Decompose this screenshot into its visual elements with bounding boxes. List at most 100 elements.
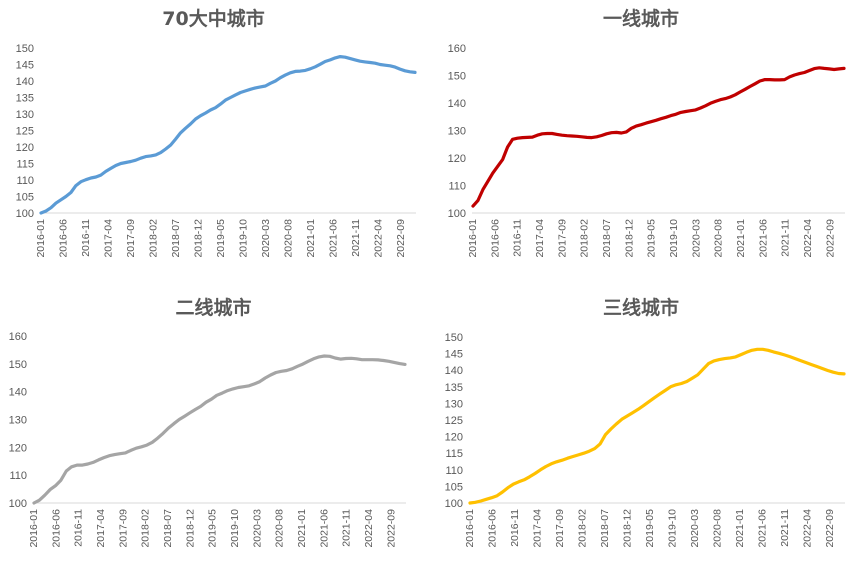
y-tick-label: 130 [9,415,27,427]
x-tick-label: 2020-03 [689,509,701,548]
y-tick-label: 135 [445,382,463,394]
x-tick-label: 2018-12 [193,219,205,258]
x-tick-label: 2018-12 [623,219,635,258]
y-tick-label: 105 [445,481,463,493]
x-tick-label: 2017-09 [554,509,566,548]
y-tick-label: 120 [9,442,27,454]
x-tick-label: 2016-06 [50,509,62,548]
x-tick-label: 2018-07 [162,509,174,548]
x-tick-label: 2022-04 [802,219,814,258]
x-tick-label: 2021-06 [328,219,340,258]
x-tick-label: 2021-06 [318,509,330,548]
x-tick-label: 2018-07 [601,219,613,258]
x-tick-label: 2022-04 [373,219,385,258]
y-tick-label: 150 [16,43,34,55]
x-tick-label: 2022-04 [363,509,375,548]
x-tick-label: 2017-04 [532,509,544,548]
x-tick-label: 2020-03 [251,509,263,548]
line-chart: 100 105 110 115 120 125 130 135 140 145 150 2016-01… [16,43,417,258]
chart-title: 三线城市 [602,297,679,319]
x-tick-label: 2016-01 [464,509,476,548]
chart-panel-tier3: 三线城市 100 105 110 115 120 125 130 135 140 145 150 20… [427,285,855,570]
x-tick-label: 2022-09 [824,509,836,548]
y-tick-label: 150 [448,71,466,83]
x-tick-label: 2020-08 [274,509,286,548]
y-tick-label: 150 [445,332,463,344]
x-tick-label: 2017-04 [95,509,107,548]
x-tick-label: 2019-05 [646,219,658,258]
y-tick-label: 125 [445,415,463,427]
x-tick-label: 2016-01 [28,509,40,548]
y-tick-label: 145 [16,60,34,72]
x-tick-label: 2017-04 [534,219,546,258]
x-tick-label: 2018-02 [579,219,591,258]
y-tick-label: 140 [9,387,27,399]
line-chart: 100 105 110 115 120 125 130 135 140 145 150 2016-01… [445,332,846,548]
y-tick-label: 130 [445,398,463,410]
chart-panel-tier1: 一线城市 100 110 120 130 140 150 160 2016-01 2016-06… [427,0,855,285]
y-tick-label: 120 [445,432,463,444]
y-tick-label: 120 [448,153,466,165]
y-tick-label: 125 [16,126,34,138]
y-tick-label: 115 [445,448,463,460]
y-tick-label: 130 [16,109,34,121]
x-tick-label: 2016-06 [489,219,501,258]
x-tick-label: 2021-01 [305,219,317,258]
x-tick-label: 2018-12 [184,509,196,548]
series-line [32,354,407,505]
x-tick-label: 2018-02 [148,219,160,258]
y-tick-label: 150 [9,359,27,371]
x-tick-label: 2022-09 [824,219,836,258]
x-tick-label: 2021-11 [780,219,792,257]
x-tick-label: 2021-01 [734,509,746,548]
series-line [39,54,417,215]
x-tick-label: 2020-08 [712,509,724,548]
x-tick-label: 2019-10 [668,219,680,258]
x-tick-label: 2021-01 [296,509,308,548]
chart-title: 一线城市 [602,8,679,30]
x-tick-label: 2018-07 [170,219,182,258]
y-tick-label: 100 [9,498,27,510]
x-tick-label: 2016-06 [487,509,499,548]
y-tick-label: 110 [448,181,466,193]
x-tick-label: 2017-09 [556,219,568,258]
y-tick-label: 110 [16,175,34,187]
line-chart: 100 110 120 130 140 150 160 2016-01 2016-06 2016-… [448,43,846,258]
x-tick-label: 2019-05 [644,509,656,548]
x-tick-label: 2017-09 [125,219,137,258]
x-tick-label: 2020-08 [283,219,295,258]
x-tick-label: 2022-09 [385,509,397,548]
y-tick-label: 140 [448,98,466,110]
line-chart: 100 110 120 130 140 150 160 2016-01 2016-06 2016-… [9,331,407,548]
x-tick-label: 2019-10 [238,219,250,258]
x-tick-label: 2018-02 [140,509,152,548]
y-tick-label: 100 [16,208,34,220]
y-tick-label: 140 [16,76,34,88]
x-tick-label: 2016-11 [509,509,521,547]
chart-panel-national: 70大中城市 100 105 110 115 120 125 130 135 140 145 150… [0,0,427,285]
x-tick-label: 2018-07 [599,509,611,548]
x-tick-label: 2021-11 [779,509,791,547]
x-tick-label: 2018-02 [577,509,589,548]
x-tick-label: 2016-01 [467,219,479,258]
x-tick-label: 2016-06 [58,219,70,258]
chart-title: 70大中城市 [162,8,265,30]
y-tick-label: 100 [448,208,466,220]
x-tick-label: 2021-11 [341,509,353,547]
x-tick-label: 2016-11 [80,219,92,257]
x-tick-label: 2019-05 [207,509,219,548]
y-tick-label: 105 [16,192,34,204]
y-tick-label: 145 [445,349,463,361]
x-tick-label: 2021-06 [757,219,769,258]
x-tick-label: 2016-11 [73,509,85,547]
y-tick-label: 120 [16,142,34,154]
x-tick-label: 2020-03 [690,219,702,258]
series-line [468,347,846,505]
chart-title: 二线城市 [175,297,252,319]
chart-panel-tier2: 二线城市 100 110 120 130 140 150 160 2016-01 2016-06… [0,285,427,570]
x-tick-label: 2019-10 [667,509,679,548]
x-tick-label: 2021-01 [735,219,747,258]
y-tick-label: 130 [448,126,466,138]
x-tick-label: 2019-05 [215,219,227,258]
x-tick-label: 2021-11 [350,219,362,257]
